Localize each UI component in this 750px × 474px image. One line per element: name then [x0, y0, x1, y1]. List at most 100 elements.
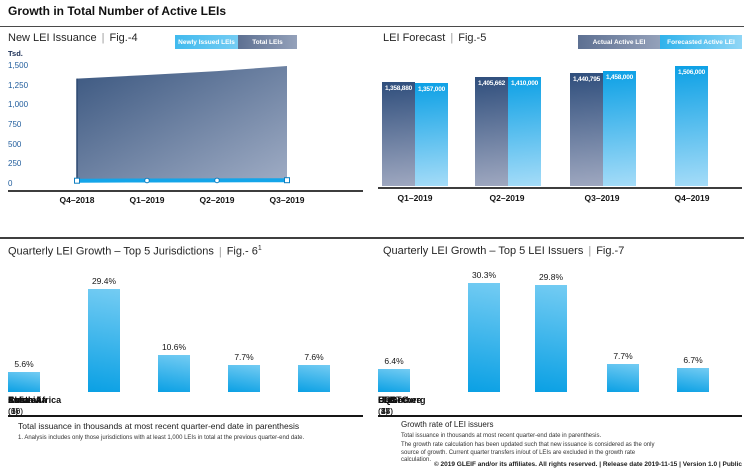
category-count: (1) [8, 406, 19, 416]
y-tick: 1,000 [8, 100, 29, 109]
bar-column-ubisecure: 29.8% [535, 272, 567, 392]
bar-forecast-q2-2019: 1,410,000 [508, 76, 541, 186]
bar-column-bloomberg: 6.4% [378, 356, 410, 392]
fig6-footnote: 1. Analysis includes only those jurisdic… [18, 435, 305, 441]
bar-column-eqs: 6.7% [677, 355, 709, 392]
x-tick: Q2–2019 [199, 195, 235, 205]
fig7-title-text: Quarterly LEI Growth – Top 5 LEI Issuers [383, 245, 584, 257]
x-tick: Q2–2019 [489, 193, 525, 203]
bar-value-label: 1,357,000 [417, 85, 446, 93]
category-count: (23) [378, 406, 394, 416]
bar-actual-q1-2019: 1,358,880 [382, 82, 415, 186]
legend-actual-active-lei: Actual Active LEI [578, 35, 660, 49]
fig5-legend: Actual Active LEI Forecasted Active LEI [578, 35, 742, 49]
fig7-note-heading: Growth rate of LEI issuers [401, 420, 494, 429]
bar [535, 284, 567, 392]
pct-label: 5.6% [14, 359, 34, 370]
fig7-title: Quarterly LEI Growth – Top 5 LEI Issuers… [383, 245, 624, 257]
fig4-x-axis-line [8, 190, 363, 192]
bar-column-cfstc: 30.3% [468, 270, 500, 392]
fig4-title-text: New LEI Issuance [8, 32, 97, 44]
bar-column-india: 10.6% [158, 342, 190, 392]
y-tick: 1,250 [8, 81, 29, 90]
y-axis-unit-label: Tsd. [8, 49, 23, 58]
legend-newly-issued-leis: Newly Issued LEIs [175, 35, 238, 49]
legend-forecasted-active-lei: Forecasted Active LEI [660, 35, 742, 49]
x-tick: Q3–2019 [584, 193, 620, 203]
category-count: (16) [8, 406, 24, 416]
fig4-fig-label: Fig.-4 [109, 32, 138, 44]
fig7-panel: Quarterly LEI Growth – Top 5 LEI Issuers… [378, 243, 742, 474]
bar-actual-q2-2019: 1,405,662 [475, 77, 508, 186]
category-name: South Africa [8, 395, 62, 405]
bar-column-estonia: 5.6% [8, 359, 40, 392]
x-tick: Q3–2019 [269, 195, 305, 205]
category-label: Australia (16) [8, 395, 80, 417]
fig7-bottom-rule [378, 415, 742, 417]
category-label: India (30) [8, 395, 80, 417]
bar-forecast-q4-2019: 1,506,000 [675, 66, 708, 186]
bar-column-south-africa: 7.6% [298, 352, 330, 392]
y-tick: 750 [8, 120, 22, 129]
category-count: (6) [8, 406, 19, 416]
bar [158, 354, 190, 392]
bar-forecast-q1-2019: 1,357,000 [415, 82, 448, 186]
category-name: Ubisecure [378, 395, 422, 405]
title-separator: | [218, 245, 222, 258]
total-leis-area [77, 66, 287, 182]
x-tick: Q4–2018 [59, 195, 95, 205]
newly-issued-line [76, 178, 288, 183]
category-label: CFSTC (7) [378, 395, 450, 417]
footnote-marker: 1 [257, 245, 262, 252]
bar [378, 369, 410, 392]
bar-value-label: 1,440,795 [572, 76, 601, 84]
pct-label: 6.4% [384, 356, 404, 366]
fig5-fig-label: Fig.-5 [458, 32, 487, 44]
y-tick: 1,500 [8, 61, 29, 70]
bar [607, 364, 639, 392]
line-marker [74, 177, 80, 184]
pct-label: 29.4% [91, 276, 117, 287]
bar [677, 367, 709, 392]
line-marker [214, 177, 220, 184]
title-separator: | [450, 32, 454, 44]
y-tick: 0 [8, 179, 13, 188]
legend-total-leis: Total LEIs [238, 35, 297, 49]
category-label: Estonia (6) [8, 395, 80, 417]
bar [88, 289, 120, 392]
category-name: LEIL [378, 395, 398, 405]
bar-column-china: 29.4% [88, 276, 120, 392]
header-divider [0, 26, 744, 27]
area-chart [74, 66, 290, 184]
category-label: South Africa (1) [8, 395, 80, 417]
bar-column-australia: 7.7% [228, 352, 260, 392]
pct-label: 29.8% [538, 271, 564, 282]
page-title: Growth in Total Number of Active LEIs [8, 4, 227, 18]
pct-label: 30.3% [471, 269, 497, 280]
bar-value-label: 1,358,880 [384, 85, 413, 93]
category-label: Bloomberg (84) [378, 395, 450, 417]
category-name: Bloomberg [378, 395, 426, 405]
pct-label: 7.6% [304, 352, 324, 363]
category-label: China (6) [8, 395, 80, 417]
category-name: India [8, 395, 30, 405]
fig5-title: LEI Forecast | Fig.-5 [383, 32, 486, 44]
bar [468, 282, 500, 392]
category-name: Estonia [8, 395, 41, 405]
bar-value-label: 1,458,000 [605, 74, 634, 82]
fig4-title: New LEI Issuance | Fig.-4 [8, 32, 138, 44]
category-label: LEIL (23) [378, 395, 450, 417]
pct-label: 7.7% [613, 351, 633, 362]
bar-forecast-q3-2019: 1,458,000 [603, 71, 636, 186]
fig5-x-axis-line [378, 187, 742, 189]
category-name: China [8, 395, 34, 405]
title-separator: | [588, 245, 592, 257]
fig7-fig-label: Fig.-7 [596, 245, 625, 257]
y-tick: 250 [8, 159, 22, 168]
fig5-title-text: LEI Forecast [383, 32, 446, 44]
pct-label: 7.7% [234, 352, 254, 363]
x-tick: Q1–2019 [129, 195, 165, 205]
fig6-title: Quarterly LEI Growth – Top 5 Jurisdictio… [8, 245, 262, 258]
y-tick: 500 [8, 140, 22, 149]
